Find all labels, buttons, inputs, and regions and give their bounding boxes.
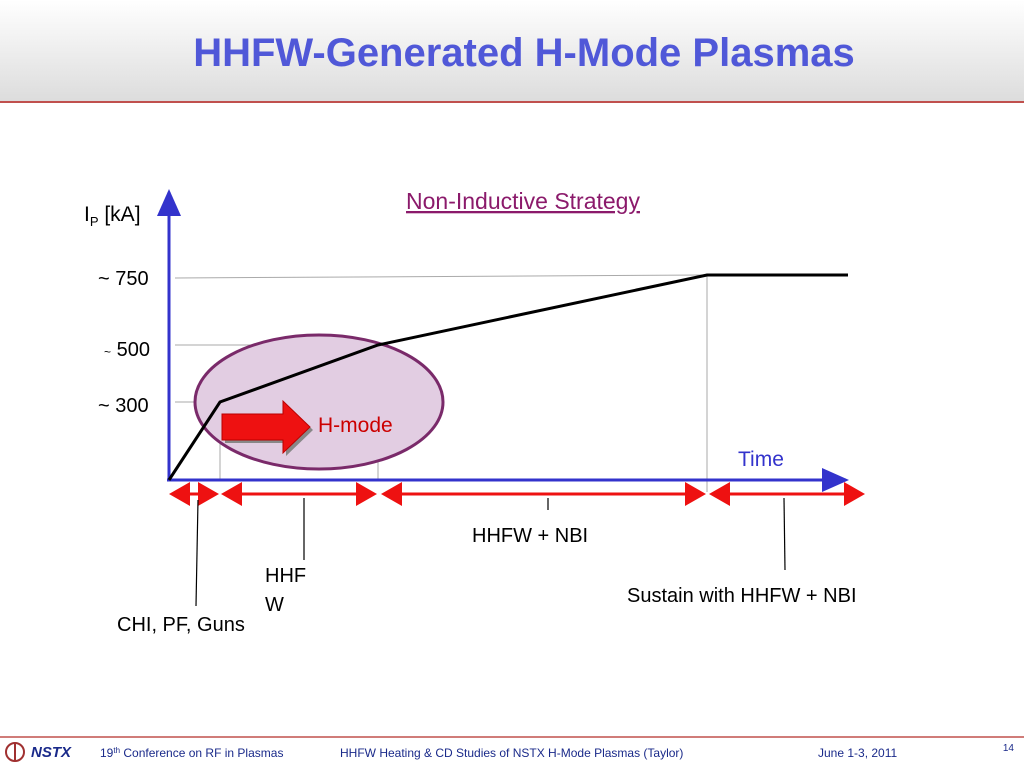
phase-label: W xyxy=(265,594,284,616)
text-part: P xyxy=(90,214,99,229)
text-part: 500 xyxy=(117,339,150,361)
current-trace xyxy=(167,273,848,481)
phase-label: Sustain with HHFW + NBI xyxy=(627,585,857,607)
text-part: ~ xyxy=(104,345,111,359)
phase-label: CHI, PF, Guns xyxy=(117,614,245,636)
phase-label: HHFW + NBI xyxy=(472,525,588,547)
diagram-title: Non-Inductive Strategy xyxy=(406,188,640,214)
footer-talk: HHFW Heating & CD Studies of NSTX H-Mode… xyxy=(340,746,683,760)
footer-date: June 1-3, 2011 xyxy=(818,746,897,760)
footer-conference: 19th Conference on RF in Plasmas xyxy=(100,746,283,760)
h-mode-arrow xyxy=(221,399,311,455)
page-number: 14 xyxy=(1003,743,1015,754)
y-axis-label: IP [kA] xyxy=(84,203,141,229)
text-part: ~ xyxy=(98,268,110,290)
level-label: ~ 500 xyxy=(104,339,150,361)
phase-label: HHF xyxy=(265,565,306,587)
slide-title: HHFW-Generated H-Mode Plasmas xyxy=(193,31,855,75)
x-axis-label: Time xyxy=(738,448,784,471)
text-part: 750 xyxy=(115,268,148,290)
text-part: 19 xyxy=(100,746,114,760)
text-part: I xyxy=(84,203,90,226)
phase-pointers xyxy=(195,497,786,607)
text-part: ~ xyxy=(98,395,110,417)
h-mode-region xyxy=(193,333,445,471)
text-part: th xyxy=(113,746,120,755)
text-part: Conference on RF in Plasmas xyxy=(120,746,283,760)
text-part: [kA] xyxy=(99,203,141,226)
level-label: ~ 750 xyxy=(98,268,149,290)
text-part: 300 xyxy=(115,395,148,417)
h-mode-label: H-mode xyxy=(318,414,393,437)
level-label: ~ 300 xyxy=(98,395,149,417)
header-band xyxy=(0,0,1024,102)
logo-text: NSTX xyxy=(31,744,72,761)
